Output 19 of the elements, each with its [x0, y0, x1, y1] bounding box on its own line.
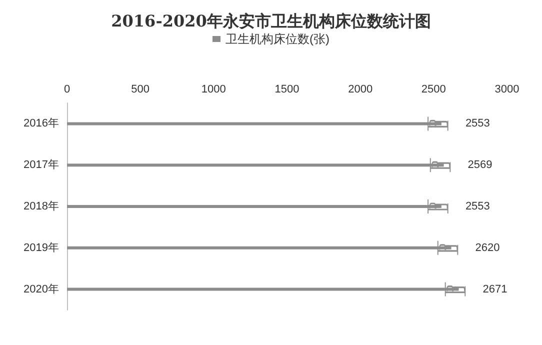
legend-label: 卫生机构床位数(张): [226, 32, 330, 46]
y-tick-label: 2016年: [24, 118, 59, 130]
x-tick-label: 2000: [348, 84, 373, 96]
x-tick-label: 3000: [494, 84, 520, 96]
data-label: 2671: [482, 283, 508, 296]
y-tick-label: 2017年: [24, 159, 59, 172]
x-tick-label: 2500: [421, 84, 446, 96]
x-tick-label: 1000: [201, 84, 226, 96]
chart-title: 2016-2020年永安市卫生机构床位数统计图: [111, 12, 431, 30]
x-tick-label: 1500: [274, 84, 300, 96]
data-label: 2553: [465, 118, 490, 130]
y-tick-label: 2019年: [24, 242, 59, 254]
x-tick-label: 500: [131, 84, 150, 96]
y-tick-label: 2018年: [24, 200, 59, 212]
y-tick-label: 2020年: [24, 283, 59, 296]
data-label: 2569: [468, 159, 492, 172]
data-label: 2553: [465, 200, 490, 212]
x-tick-label: 0: [64, 84, 70, 96]
data-label: 2620: [475, 242, 500, 254]
